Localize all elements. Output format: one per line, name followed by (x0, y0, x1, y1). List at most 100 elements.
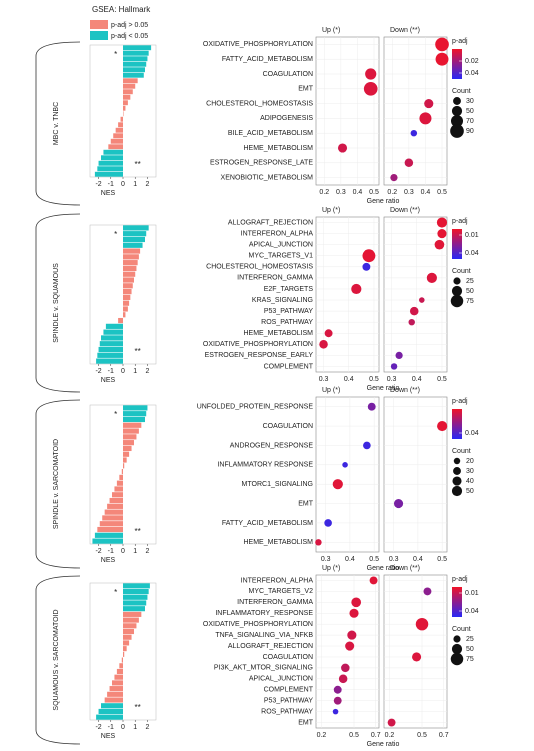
category-label: INFLAMMATORY RESPONSE (217, 462, 313, 469)
nes-bar (123, 651, 125, 657)
x-tick-label: 0.4 (344, 376, 354, 383)
dot (362, 249, 376, 263)
nes-bar (123, 623, 137, 629)
legend-swatch (90, 31, 108, 40)
x-axis-label: Gene ratio (367, 198, 400, 205)
nes-bar (123, 306, 128, 312)
nes-bar (123, 606, 145, 612)
x-tick-label: -1 (108, 548, 114, 555)
nes-bar (99, 521, 123, 527)
size-key-label: 50 (466, 646, 474, 653)
colorbar-tick-label: 0.02 (465, 58, 479, 65)
dot (390, 363, 398, 370)
x-tick-label: 0.2 (317, 732, 327, 739)
facet-title: Down (**) (390, 207, 420, 214)
nes-bar (123, 111, 124, 117)
nes-bar (123, 312, 126, 318)
dot (419, 112, 432, 125)
nes-bar (123, 300, 130, 306)
dot (332, 708, 339, 715)
group-label: SPINDLE v. SQUAMOUS (53, 263, 60, 343)
dot (349, 608, 359, 618)
nes-bar (123, 45, 152, 51)
nes-bar (123, 105, 126, 111)
nes-bar (123, 254, 139, 260)
top-mark: * (114, 588, 117, 597)
nes-bar (118, 317, 123, 324)
category-label: EMT (298, 500, 314, 507)
nes-bar (120, 116, 123, 122)
dot (363, 441, 371, 450)
nes-bar (103, 329, 123, 335)
category-label: KRAS_SIGNALING (252, 297, 313, 304)
x-tick-label: 0.5 (369, 376, 379, 383)
size-key-label: 50 (466, 288, 474, 295)
legend-swatch (90, 20, 108, 29)
nes-bar (94, 532, 123, 538)
figure-title: GSEA: Hallmark (92, 5, 151, 14)
x-tick-label: -1 (108, 724, 114, 731)
nes-bar (96, 714, 123, 720)
size-key-label: 90 (466, 128, 474, 135)
nes-bar (121, 657, 123, 663)
size-key-label: 40 (466, 478, 474, 485)
size-key-label: 25 (466, 636, 474, 643)
nes-bar (123, 589, 149, 595)
nes-bar (123, 50, 149, 56)
size-key-label: 50 (466, 488, 474, 495)
color-legend-title: p-adj (452, 398, 468, 405)
category-label: XENOBIOTIC_METABOLISM (221, 174, 314, 181)
category-label: OXIDATIVE_PHOSPHORYLATION (203, 621, 313, 628)
nes-bar (118, 122, 123, 128)
category-label: EMT (298, 719, 314, 726)
facet-title: Up (*) (322, 387, 340, 394)
nes-bar (123, 271, 136, 277)
dot (337, 143, 348, 153)
category-label: P53_PATHWAY (264, 698, 313, 705)
dot (419, 297, 425, 303)
dot (369, 576, 378, 585)
x-tick-label: 2 (145, 724, 149, 731)
x-tick-label: -2 (95, 548, 101, 555)
category-label: COAGULATION (263, 71, 313, 78)
x-tick-label: 1 (133, 368, 137, 375)
size-key (451, 105, 463, 117)
size-legend-title: Count (452, 626, 471, 633)
x-tick-label: 0 (121, 181, 125, 188)
bottom-mark: ** (135, 160, 141, 169)
size-key (453, 97, 461, 105)
nes-bar (101, 703, 123, 709)
nes-bar (108, 144, 123, 150)
category-label: ALLOGRAFT_REJECTION (228, 219, 313, 226)
facet-title: Up (*) (322, 207, 340, 214)
nes-bar (105, 323, 123, 329)
nes-bar (123, 445, 132, 452)
x-tick-label: 0.3 (389, 556, 399, 563)
category-label: HEME_METABOLISM (244, 330, 314, 337)
facet-panel (383, 396, 448, 553)
category-label: INTERFERON_GAMMA (237, 599, 313, 606)
nes-bar (102, 515, 123, 521)
colorbar-tick-label: 0.04 (465, 430, 479, 437)
bottom-mark: ** (135, 347, 141, 356)
x-tick-label: 0.5 (369, 556, 379, 563)
legend-label: p-adj < 0.05 (111, 33, 148, 40)
nes-bar (123, 634, 132, 640)
dot (363, 81, 378, 96)
nes-bar (109, 497, 123, 504)
dot (324, 329, 333, 338)
nes-bar (104, 697, 123, 703)
size-key (453, 467, 461, 475)
size-key (450, 294, 464, 308)
x-axis-label: NES (101, 377, 116, 384)
dot (415, 617, 429, 631)
x-tick-label: 0.4 (421, 189, 431, 196)
size-legend-title: Count (452, 88, 471, 95)
category-label: MYC_TARGETS_V1 (249, 253, 314, 260)
dot (435, 52, 449, 66)
size-key-label: 75 (466, 298, 474, 305)
nes-bar (97, 526, 123, 533)
x-tick-label: 0.3 (387, 376, 397, 383)
size-key (451, 285, 463, 297)
facet-title: Down (**) (390, 565, 420, 572)
